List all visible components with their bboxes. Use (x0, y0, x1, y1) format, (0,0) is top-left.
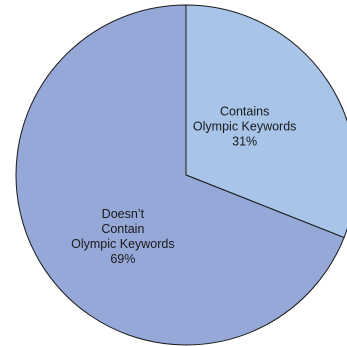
pie-slice-1 (15, 4, 345, 346)
slice-label-line: Contains (220, 104, 270, 119)
slice-label-doesnt-contain: Doesn’t Contain Olympic Keywords 69% (71, 207, 175, 267)
slice-value-label: 69% (110, 251, 136, 266)
slice-label-contains: Contains Olympic Keywords 31% (193, 105, 297, 150)
pie-slice-0 (185, 4, 347, 239)
slice-label-line: Olympic Keywords (71, 236, 175, 251)
slice-label-line: Olympic Keywords (192, 119, 297, 134)
slice-label-line: Contain (101, 221, 145, 236)
slice-label-line: Doesn’t (101, 206, 145, 221)
slice-value-label: 31% (232, 134, 258, 149)
